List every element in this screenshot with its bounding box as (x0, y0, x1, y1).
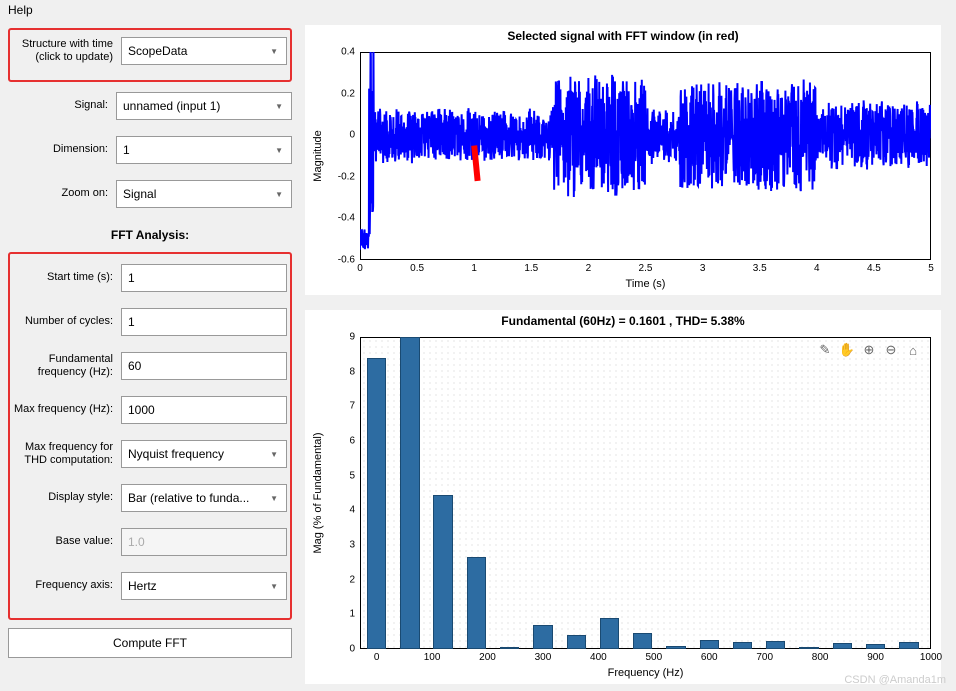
menubar: Help (0, 0, 956, 20)
signal-label: Signal: (8, 99, 116, 112)
cycles-label: Number of cycles: (13, 315, 121, 328)
home-icon[interactable]: ⌂ (905, 342, 921, 358)
freq-axis-label: Frequency axis: (13, 579, 121, 592)
signal-chart: Selected signal with FFT window (in red)… (305, 25, 941, 295)
watermark: CSDN @Amanda1m (844, 674, 946, 686)
fft-bar (700, 640, 719, 649)
thd-freq-label: Max frequency for THD computation: (13, 441, 121, 467)
fft-bar (866, 644, 885, 649)
fft-ylabel: Mag (% of Fundamental) (312, 432, 324, 553)
fund-freq-input[interactable]: 60 (121, 352, 287, 380)
max-freq-label: Max frequency (Hz): (13, 403, 121, 416)
fft-bar (766, 641, 785, 649)
fft-bar (467, 557, 486, 649)
fft-bar (600, 618, 619, 649)
right-panel: Selected signal with FFT window (in red)… (300, 20, 956, 689)
fft-bar (799, 647, 818, 649)
start-time-input[interactable]: 1 (121, 264, 287, 292)
signal-select[interactable]: unnamed (input 1) (116, 92, 292, 120)
fft-bar (833, 643, 852, 649)
left-panel: Structure with time (click to update) Sc… (0, 20, 300, 689)
fft-xlabel: Frequency (Hz) (608, 667, 684, 679)
display-style-label: Display style: (13, 491, 121, 504)
base-value-input: 1.0 (121, 528, 287, 556)
fft-bar (367, 358, 386, 649)
fft-bar (733, 642, 752, 649)
fft-params-highlight: Start time (s): 1 Number of cycles: 1 Fu… (8, 252, 292, 620)
fft-bar (567, 635, 586, 649)
fft-bar (533, 625, 552, 649)
fund-freq-label: Fundamental frequency (Hz): (13, 353, 121, 379)
cycles-input[interactable]: 1 (121, 308, 287, 336)
start-time-label: Start time (s): (13, 271, 121, 284)
signal-chart-title: Selected signal with FFT window (in red) (305, 25, 941, 47)
zoom-label: Zoom on: (8, 187, 116, 200)
signal-plot-area: Magnitude Time (s) -0.6-0.4-0.200.20.400… (360, 52, 931, 260)
compute-fft-button[interactable]: Compute FFT (8, 628, 292, 658)
structure-label: Structure with time (click to update) (13, 38, 121, 64)
fft-bar (433, 495, 452, 649)
fft-bar (899, 642, 918, 649)
pan-icon[interactable]: ✋ (839, 342, 855, 358)
structure-highlight: Structure with time (click to update) Sc… (8, 28, 292, 82)
main-container: Structure with time (click to update) Sc… (0, 20, 956, 689)
display-style-select[interactable]: Bar (relative to funda... (121, 484, 287, 512)
zoom-out-icon[interactable]: ⊖ (883, 342, 899, 358)
chart-toolbar: ✎ ✋ ⊕ ⊖ ⌂ (817, 342, 921, 358)
fft-plot-area: ✎ ✋ ⊕ ⊖ ⌂ Mag (% of Fundamental) Frequen… (360, 337, 931, 649)
max-freq-input[interactable]: 1000 (121, 396, 287, 424)
fft-bar (633, 633, 652, 649)
structure-select[interactable]: ScopeData (121, 37, 287, 65)
fft-bar (400, 337, 419, 649)
fft-chart: Fundamental (60Hz) = 0.1601 , THD= 5.38%… (305, 310, 941, 684)
dimension-label: Dimension: (8, 143, 116, 156)
brush-icon[interactable]: ✎ (817, 342, 833, 358)
signal-ylabel: Magnitude (312, 130, 324, 181)
fft-analysis-title: FFT Analysis: (8, 228, 292, 242)
fft-chart-title: Fundamental (60Hz) = 0.1601 , THD= 5.38% (305, 310, 941, 332)
thd-freq-select[interactable]: Nyquist frequency (121, 440, 287, 468)
zoom-in-icon[interactable]: ⊕ (861, 342, 877, 358)
dimension-select[interactable]: 1 (116, 136, 292, 164)
freq-axis-select[interactable]: Hertz (121, 572, 287, 600)
fft-bar (666, 646, 685, 649)
base-value-label: Base value: (13, 535, 121, 548)
zoom-select[interactable]: Signal (116, 180, 292, 208)
help-menu[interactable]: Help (8, 3, 33, 17)
fft-bar (500, 647, 519, 649)
signal-xlabel: Time (s) (626, 278, 666, 290)
